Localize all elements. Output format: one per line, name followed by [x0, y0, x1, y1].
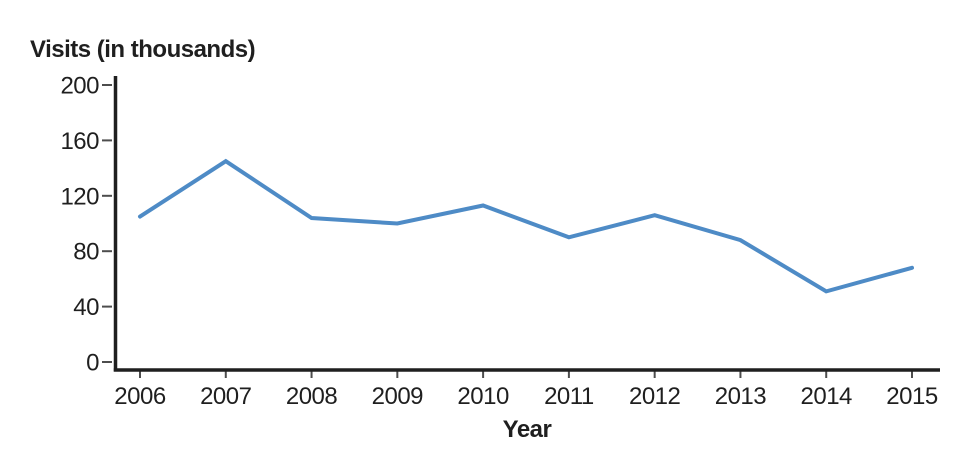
x-tick-label: 2007 — [200, 383, 252, 410]
y-tick-label: 120 — [60, 183, 99, 210]
x-tick-label: 2015 — [886, 383, 938, 410]
y-tick-label: 200 — [60, 73, 99, 100]
chart-title: Visits (in thousands) — [30, 36, 255, 63]
x-tick-label: 2014 — [801, 383, 853, 410]
x-tick-label: 2009 — [372, 383, 424, 410]
y-tick-label: 40 — [73, 294, 99, 321]
x-tick-label: 2006 — [114, 383, 166, 410]
x-axis-title: Year — [503, 416, 552, 443]
x-tick-label: 2010 — [457, 383, 509, 410]
x-axis-ticks: 2006 2007 2008 2009 2010 2011 2012 2013 2014 2015 — [114, 371, 938, 410]
x-tick-label: 2008 — [286, 383, 338, 410]
y-tick-label: 80 — [73, 239, 99, 266]
y-tick-label: 0 — [86, 350, 99, 377]
visits-data-line — [138, 158, 914, 294]
y-axis-ticks: 0 40 80 120 160 200 — [60, 73, 112, 377]
y-tick-label: 160 — [60, 128, 99, 155]
x-tick-label: 2011 — [544, 383, 594, 410]
x-tick-label: 2013 — [715, 383, 767, 410]
x-tick-label: 2012 — [629, 383, 681, 410]
